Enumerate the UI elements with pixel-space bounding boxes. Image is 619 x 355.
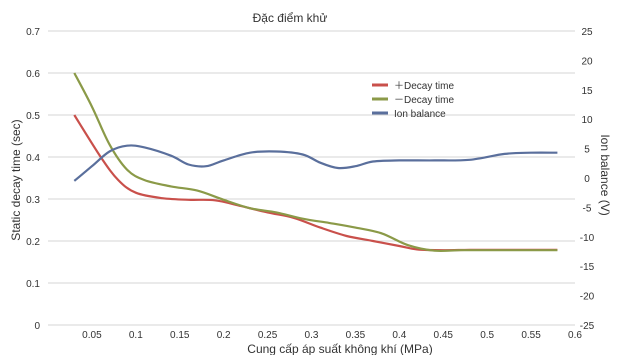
y-tick-label: 0.2 <box>26 237 40 248</box>
y-tick-label: 0.5 <box>26 111 40 122</box>
legend-item-ion-balance: Ion balance <box>372 109 446 120</box>
y2-tick-label: 15 <box>581 86 593 97</box>
y2-tick-label: 10 <box>581 115 593 126</box>
x-tick-label: 0.1 <box>129 330 143 341</box>
left-axis-label: Static decay time (sec) <box>9 119 23 240</box>
y2-tick-label: -10 <box>580 233 595 244</box>
left-axis-tick-labels: 0 0.1 0.2 0.3 0.4 0.5 0.6 0.7 <box>26 27 40 332</box>
grid-lines <box>48 31 575 325</box>
ion-balance-line <box>74 145 557 180</box>
x-tick-label: 0.05 <box>82 330 102 341</box>
chart-title: Đặc điểm khử <box>253 11 328 25</box>
x-tick-label: 0.6 <box>568 330 582 341</box>
y2-tick-label: -25 <box>580 321 595 332</box>
minus-decay-time-line <box>74 73 557 251</box>
legend: ＋Decay time －Decay time Ion balance <box>372 81 454 120</box>
y-tick-label: 0.1 <box>26 279 40 290</box>
right-axis-tick-labels: -25 -20 -15 -10 -5 0 5 10 15 20 25 <box>580 27 595 332</box>
series-lines <box>74 73 557 251</box>
y2-tick-label: 5 <box>584 145 590 156</box>
x-tick-label: 0.15 <box>170 330 190 341</box>
y2-tick-label: -5 <box>583 203 592 214</box>
legend-label: －Decay time <box>394 95 454 106</box>
y-tick-label: 0.6 <box>26 69 40 80</box>
x-tick-label: 0.3 <box>305 330 319 341</box>
y-tick-label: 0.4 <box>26 153 40 164</box>
legend-label: Ion balance <box>394 109 446 120</box>
legend-item-plus-decay-time: ＋Decay time <box>372 81 454 92</box>
right-axis-label: Ion balance (V) <box>598 134 612 215</box>
legend-label: ＋Decay time <box>394 81 454 92</box>
x-tick-label: 0.45 <box>434 330 454 341</box>
y2-tick-label: 25 <box>581 27 593 38</box>
x-tick-label: 0.35 <box>346 330 366 341</box>
x-tick-label: 0.5 <box>480 330 494 341</box>
y-tick-label: 0.7 <box>26 27 40 38</box>
x-tick-label: 0.2 <box>217 330 231 341</box>
x-tick-label: 0.4 <box>392 330 406 341</box>
y2-tick-label: 20 <box>581 56 593 67</box>
y-tick-label: 0.3 <box>26 195 40 206</box>
plus-decay-time-line <box>74 115 557 250</box>
x-axis-label: Cung cấp áp suất không khí (MPa) <box>247 342 432 355</box>
legend-item-minus-decay-time: －Decay time <box>372 95 454 106</box>
y2-tick-label: -20 <box>580 292 595 303</box>
y2-tick-label: -15 <box>580 262 595 273</box>
x-axis-tick-labels: 0.05 0.1 0.15 0.2 0.25 0.3 0.35 0.4 0.45 0.5 0.55 0… <box>82 330 582 341</box>
y-tick-label: 0 <box>34 321 40 332</box>
y2-tick-label: 0 <box>584 174 590 185</box>
x-tick-label: 0.25 <box>258 330 278 341</box>
x-tick-label: 0.55 <box>521 330 541 341</box>
